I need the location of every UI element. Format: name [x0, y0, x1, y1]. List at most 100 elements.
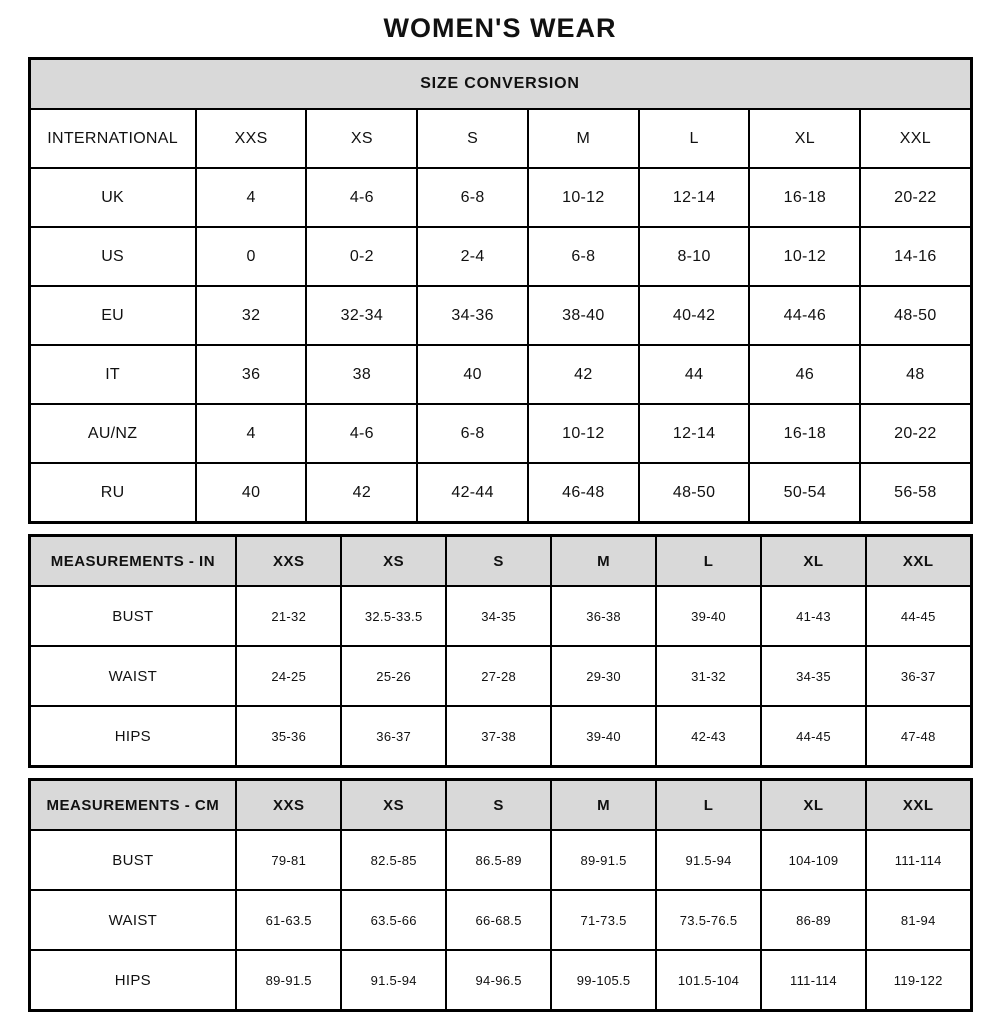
column-header: XXS [194, 108, 308, 169]
table-row: IT 36 38 40 42 44 46 48 [28, 344, 972, 405]
table-cell: 14-16 [859, 226, 972, 287]
table-cell: 56-58 [859, 462, 972, 524]
column-header: XL [748, 108, 862, 169]
table-cell: 6-8 [526, 226, 640, 287]
table-cell: 42-44 [416, 462, 529, 524]
table-cell: 32-34 [305, 285, 419, 346]
column-header-row: MEASUREMENTS - IN XXS XS S M L XL XXL [27, 534, 973, 587]
column-header: XXL [864, 778, 973, 831]
table-cell: 4 [194, 167, 308, 228]
column-header: L [637, 108, 751, 169]
table-cell: 91.5-94 [655, 829, 763, 891]
row-label: HIPS [27, 949, 238, 1012]
table-cell: 94-96.5 [445, 949, 553, 1012]
table-cell: 20-22 [859, 167, 972, 228]
table-row: BUST 79-81 82.5-85 86.5-89 89-91.5 91.5-94 104… [27, 829, 973, 891]
table-cell: 44-45 [864, 585, 973, 647]
table-cell: 6-8 [416, 167, 529, 228]
table-cell: 81-94 [864, 889, 973, 951]
table-cell: 86.5-89 [445, 829, 553, 891]
column-header: S [416, 108, 529, 169]
table-cell: 42-43 [655, 705, 763, 768]
column-header: M [550, 778, 658, 831]
table-cell: 36 [194, 344, 308, 405]
column-header: XL [760, 534, 867, 587]
table-cell: 0-2 [305, 226, 419, 287]
table-cell: 4-6 [305, 403, 419, 464]
column-header: XXS [235, 778, 343, 831]
table-cell: 111-114 [864, 829, 973, 891]
table-cell: 47-48 [864, 705, 973, 768]
table-cell: 29-30 [550, 645, 658, 707]
measurements-in-table: MEASUREMENTS - IN XXS XS S M L XL XXL BUST 21-32 3… [27, 534, 973, 768]
table-cell: 32 [194, 285, 308, 346]
table-cell: 24-25 [235, 645, 343, 707]
table-row: RU 40 42 42-44 46-48 48-50 50-54 56-58 [28, 462, 972, 524]
row-label: WAIST [27, 889, 238, 951]
table-cell: 37-38 [445, 705, 553, 768]
table-cell: 79-81 [235, 829, 343, 891]
table-cell: 38-40 [526, 285, 640, 346]
measurements-cm-table: MEASUREMENTS - CM XXS XS S M L XL XXL BUST 79-81 8… [27, 778, 973, 1012]
table-cell: 36-38 [550, 585, 658, 647]
table-cell: 40 [416, 344, 529, 405]
table-cell: 73.5-76.5 [655, 889, 763, 951]
table-cell: 44-45 [760, 705, 867, 768]
table-cell: 101.5-104 [655, 949, 763, 1012]
table-title-row: SIZE CONVERSION [28, 57, 972, 110]
column-header: XS [305, 108, 419, 169]
column-header: XXL [864, 534, 973, 587]
table-cell: 42 [305, 462, 419, 524]
table-cell: 25-26 [340, 645, 448, 707]
table-cell: 41-43 [760, 585, 867, 647]
table-cell: 2-4 [416, 226, 529, 287]
table-title-cell: SIZE CONVERSION [28, 57, 972, 110]
column-header: L [655, 778, 763, 831]
table-cell: 44-46 [748, 285, 862, 346]
column-header-row: INTERNATIONAL XXS XS S M L XL XXL [28, 108, 972, 169]
table-row: WAIST 61-63.5 63.5-66 66-68.5 71-73.5 73.5-76… [27, 889, 973, 951]
table-cell: 111-114 [760, 949, 867, 1012]
table-cell: 39-40 [655, 585, 763, 647]
table-cell: 16-18 [748, 403, 862, 464]
table-cell: 12-14 [637, 403, 751, 464]
table-cell: 119-122 [864, 949, 973, 1012]
table-row: UK 4 4-6 6-8 10-12 12-14 16-18 20-22 [28, 167, 972, 228]
table-row: US 0 0-2 2-4 6-8 8-10 10-12 14-16 [28, 226, 972, 287]
row-label-header: INTERNATIONAL [28, 108, 197, 169]
table-cell: 46 [748, 344, 862, 405]
table-cell: 71-73.5 [550, 889, 658, 951]
table-cell: 31-32 [655, 645, 763, 707]
table-cell: 91.5-94 [340, 949, 448, 1012]
row-label: BUST [27, 585, 238, 647]
table-cell: 61-63.5 [235, 889, 343, 951]
column-header: M [526, 108, 640, 169]
table-cell: 40 [194, 462, 308, 524]
table-cell: 99-105.5 [550, 949, 658, 1012]
row-label: US [28, 226, 197, 287]
table-cell: 34-35 [445, 585, 553, 647]
table-cell: 4-6 [305, 167, 419, 228]
column-header: L [655, 534, 763, 587]
table-cell: 48-50 [637, 462, 751, 524]
table-row: EU 32 32-34 34-36 38-40 40-42 44-46 48-50 [28, 285, 972, 346]
row-label-header: MEASUREMENTS - CM [27, 778, 238, 831]
table-cell: 48-50 [859, 285, 972, 346]
table-cell: 63.5-66 [340, 889, 448, 951]
table-cell: 34-36 [416, 285, 529, 346]
table-cell: 44 [637, 344, 751, 405]
row-label: IT [28, 344, 197, 405]
column-header: XL [760, 778, 867, 831]
row-label: BUST [27, 829, 238, 891]
table-cell: 4 [194, 403, 308, 464]
table-row: HIPS 89-91.5 91.5-94 94-96.5 99-105.5 101.5-1… [27, 949, 973, 1012]
table-row: BUST 21-32 32.5-33.5 34-35 36-38 39-40 41-43 44… [27, 585, 973, 647]
row-label: UK [28, 167, 197, 228]
table-cell: 86-89 [760, 889, 867, 951]
table-cell: 32.5-33.5 [340, 585, 448, 647]
row-label: AU/NZ [28, 403, 197, 464]
table-cell: 10-12 [526, 403, 640, 464]
table-cell: 48 [859, 344, 972, 405]
column-header: XXL [859, 108, 972, 169]
row-label: HIPS [27, 705, 238, 768]
